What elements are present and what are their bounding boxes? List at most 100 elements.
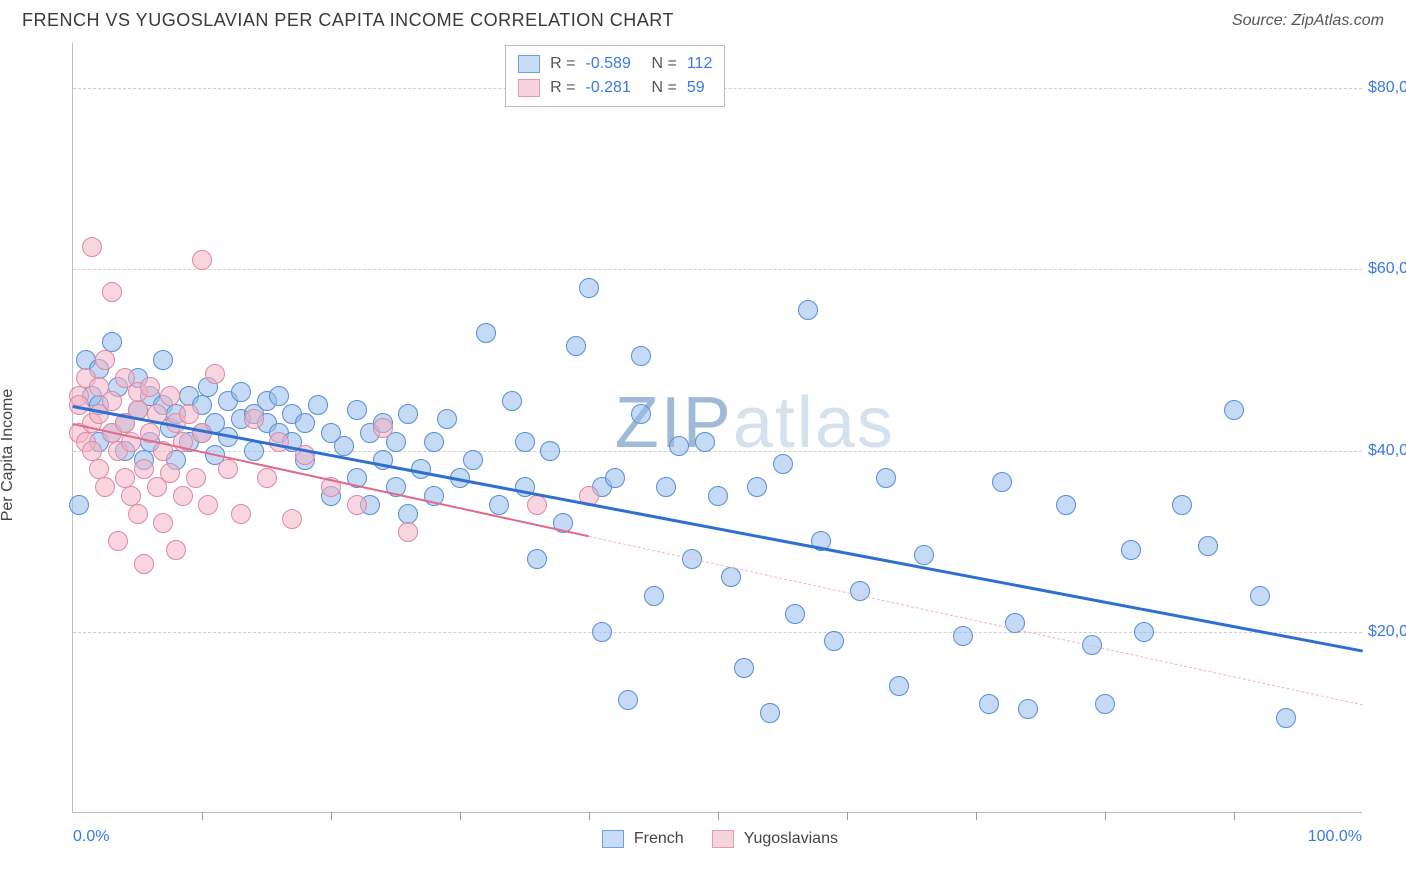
data-point-french	[1198, 536, 1218, 556]
trend-line	[72, 405, 1363, 653]
data-point-french	[424, 432, 444, 452]
y-tick-label: $60,000	[1368, 260, 1406, 278]
data-point-french	[540, 441, 560, 461]
data-point-yugoslavians	[160, 386, 180, 406]
data-point-french	[631, 404, 651, 424]
data-point-french	[979, 694, 999, 714]
data-point-french	[579, 278, 599, 298]
data-point-yugoslavians	[115, 468, 135, 488]
data-point-french	[437, 409, 457, 429]
data-point-french	[889, 676, 909, 696]
n-value: 112	[687, 52, 713, 76]
x-max-label: 100.0%	[1308, 828, 1362, 846]
data-point-yugoslavians	[121, 486, 141, 506]
data-point-french	[773, 454, 793, 474]
data-point-french	[656, 477, 676, 497]
data-point-yugoslavians	[373, 418, 393, 438]
data-point-french	[721, 567, 741, 587]
data-point-french	[398, 404, 418, 424]
data-point-french	[566, 336, 586, 356]
data-point-french	[489, 495, 509, 515]
y-axis-label: Per Capita Income	[0, 389, 17, 522]
data-point-french	[231, 382, 251, 402]
data-point-yugoslavians	[244, 409, 264, 429]
data-point-french	[1095, 694, 1115, 714]
data-point-french	[502, 391, 522, 411]
data-point-french	[992, 472, 1012, 492]
data-point-yugoslavians	[140, 377, 160, 397]
data-point-french	[1276, 708, 1296, 728]
data-point-french	[527, 549, 547, 569]
data-point-french	[269, 386, 289, 406]
data-point-yugoslavians	[89, 459, 109, 479]
r-value: -0.281	[585, 76, 641, 100]
legend-swatch	[518, 79, 540, 97]
legend-row: R = -0.281 N = 59	[518, 76, 712, 100]
n-label: N =	[651, 76, 676, 100]
x-tick	[589, 812, 590, 820]
trend-line	[589, 536, 1363, 705]
x-tick	[976, 812, 977, 820]
data-point-yugoslavians	[134, 554, 154, 574]
data-point-french	[1018, 699, 1038, 719]
source-label: Source: ZipAtlas.com	[1232, 12, 1384, 30]
x-tick	[1105, 812, 1106, 820]
data-point-french	[463, 450, 483, 470]
data-point-yugoslavians	[527, 495, 547, 515]
data-point-french	[69, 495, 89, 515]
data-point-yugoslavians	[198, 495, 218, 515]
data-point-yugoslavians	[347, 495, 367, 515]
data-point-french	[708, 486, 728, 506]
data-point-yugoslavians	[128, 504, 148, 524]
data-point-french	[747, 477, 767, 497]
series-legend: FrenchYugoslavians	[602, 830, 856, 848]
data-point-french	[695, 432, 715, 452]
data-point-yugoslavians	[134, 459, 154, 479]
legend-swatch	[518, 55, 540, 73]
r-value: -0.589	[585, 52, 641, 76]
n-value: 59	[687, 76, 705, 100]
data-point-yugoslavians	[108, 531, 128, 551]
data-point-yugoslavians	[166, 540, 186, 560]
data-point-french	[644, 586, 664, 606]
r-label: R =	[550, 76, 575, 100]
x-tick	[202, 812, 203, 820]
x-tick	[718, 812, 719, 820]
data-point-french	[953, 626, 973, 646]
data-point-french	[592, 622, 612, 642]
plot-region: $20,000$40,000$60,000$80,0000.0%100.0%ZI…	[72, 43, 1362, 813]
data-point-french	[850, 581, 870, 601]
data-point-yugoslavians	[82, 441, 102, 461]
chart-title: FRENCH VS YUGOSLAVIAN PER CAPITA INCOME …	[22, 10, 674, 31]
data-point-yugoslavians	[218, 459, 238, 479]
data-point-french	[515, 432, 535, 452]
data-point-yugoslavians	[102, 282, 122, 302]
legend-label: Yugoslavians	[744, 830, 838, 848]
data-point-yugoslavians	[95, 350, 115, 370]
data-point-french	[631, 346, 651, 366]
data-point-yugoslavians	[82, 237, 102, 257]
data-point-yugoslavians	[186, 468, 206, 488]
data-point-french	[1172, 495, 1192, 515]
y-tick-label: $20,000	[1368, 623, 1406, 641]
legend-swatch	[712, 830, 734, 848]
data-point-french	[476, 323, 496, 343]
data-point-yugoslavians	[95, 477, 115, 497]
x-tick	[331, 812, 332, 820]
gridline	[73, 451, 1362, 452]
data-point-french	[669, 436, 689, 456]
r-label: R =	[550, 52, 575, 76]
correlation-legend: R = -0.589 N = 112R = -0.281 N = 59	[505, 45, 725, 107]
data-point-french	[153, 350, 173, 370]
x-min-label: 0.0%	[73, 828, 109, 846]
legend-swatch	[602, 830, 624, 848]
gridline	[73, 269, 1362, 270]
data-point-yugoslavians	[257, 468, 277, 488]
data-point-yugoslavians	[231, 504, 251, 524]
data-point-french	[824, 631, 844, 651]
data-point-yugoslavians	[282, 509, 302, 529]
data-point-french	[914, 545, 934, 565]
data-point-yugoslavians	[398, 522, 418, 542]
data-point-french	[102, 332, 122, 352]
data-point-french	[295, 413, 315, 433]
